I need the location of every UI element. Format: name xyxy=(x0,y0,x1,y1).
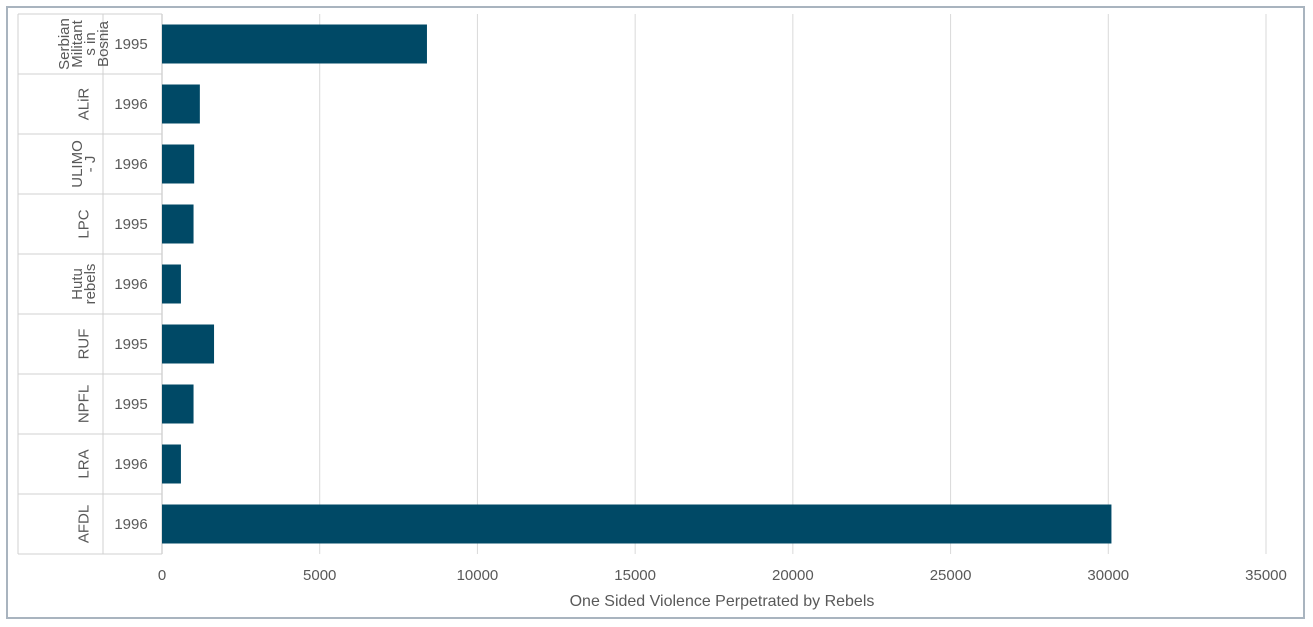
bar xyxy=(162,384,194,424)
year-label: 1996 xyxy=(114,96,147,113)
bar xyxy=(162,504,1112,544)
group-label: RUF xyxy=(76,329,93,360)
year-label: 1995 xyxy=(114,36,147,53)
group-label: LRA xyxy=(76,449,93,478)
year-label: 1996 xyxy=(114,276,147,293)
bar xyxy=(162,264,181,304)
group-label: ULIMO- J xyxy=(69,140,99,188)
year-label: 1995 xyxy=(114,336,147,353)
bar xyxy=(162,144,195,184)
group-label: Huturebels xyxy=(69,264,99,305)
x-tick-label: 35000 xyxy=(1245,567,1287,584)
year-label: 1996 xyxy=(114,456,147,473)
x-tick-label: 5000 xyxy=(303,567,336,584)
x-tick-labels: 0 5000 10000 15000 20000 25000 30000 35000 xyxy=(158,567,1287,584)
bar xyxy=(162,84,200,124)
year-label: 1996 xyxy=(114,156,147,173)
bar xyxy=(162,24,427,64)
bar-chart: 0 5000 10000 15000 20000 25000 30000 35000 1995… xyxy=(17,13,1287,610)
bar xyxy=(162,444,181,484)
gridlines xyxy=(161,14,1267,554)
group-label: NPFL xyxy=(76,385,93,423)
bar xyxy=(162,204,194,244)
chart-frame: 0 5000 10000 15000 20000 25000 30000 35000 1995… xyxy=(6,6,1305,619)
year-label: 1996 xyxy=(114,516,147,533)
x-tick-label: 10000 xyxy=(457,567,499,584)
x-tick-label: 25000 xyxy=(930,567,972,584)
x-axis-title: One Sided Violence Perpetrated by Rebels xyxy=(570,593,875,610)
group-label: ALiR xyxy=(76,88,93,121)
year-label: 1995 xyxy=(114,216,147,233)
bars xyxy=(162,24,1112,544)
group-label: SerbianMilitants inBosnia xyxy=(56,18,112,70)
x-tick-label: 20000 xyxy=(772,567,814,584)
x-tick-label: 0 xyxy=(158,567,166,584)
x-tick-label: 15000 xyxy=(614,567,656,584)
category-dividers xyxy=(17,13,162,555)
group-label: LPC xyxy=(76,209,93,238)
year-label: 1995 xyxy=(114,396,147,413)
group-label: AFDL xyxy=(76,505,93,543)
x-tick-label: 30000 xyxy=(1087,567,1129,584)
bar xyxy=(162,324,215,364)
